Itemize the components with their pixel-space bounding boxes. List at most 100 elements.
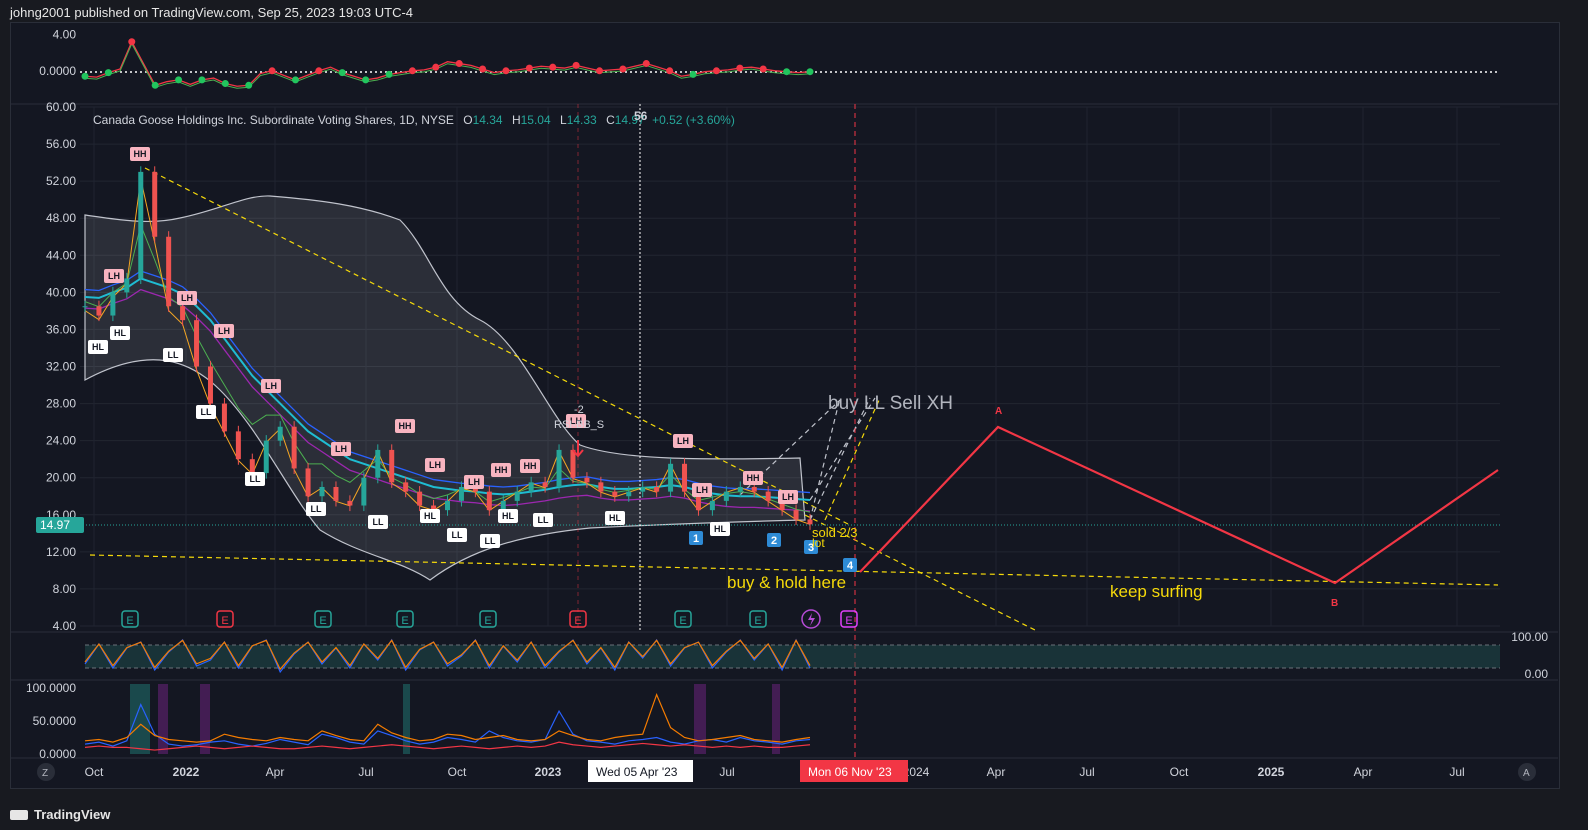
price-tick: 28.00 bbox=[46, 397, 76, 411]
candle-body bbox=[194, 320, 200, 367]
pivot-label: LL bbox=[168, 350, 179, 360]
pivot-badge bbox=[196, 405, 216, 419]
osc-dot bbox=[619, 65, 627, 73]
price-tick: 12.00 bbox=[46, 545, 76, 559]
osc-dot bbox=[151, 81, 159, 89]
stoch-tick: 100.00 bbox=[1511, 630, 1548, 644]
footer-brand: TradingView bbox=[10, 807, 110, 822]
pivot-label: LH bbox=[782, 492, 794, 502]
pivot-label: HL bbox=[714, 524, 726, 534]
price-tick: 60.00 bbox=[46, 100, 76, 114]
lot-note: lot bbox=[812, 536, 825, 550]
candle-body bbox=[417, 491, 423, 506]
candle-body bbox=[584, 477, 590, 483]
adx-shade bbox=[694, 684, 706, 754]
earnings-letter: E bbox=[845, 615, 852, 627]
pivot-badge bbox=[214, 324, 234, 338]
candle-body bbox=[765, 491, 771, 501]
osc-dot bbox=[315, 67, 323, 75]
time-tick: Apr bbox=[987, 765, 1006, 779]
earnings-badge bbox=[314, 610, 332, 628]
candle-body bbox=[654, 486, 660, 492]
osc-dot bbox=[175, 76, 183, 84]
osc-dot bbox=[736, 64, 744, 72]
pivot-label: HL bbox=[92, 342, 104, 352]
earnings-letter: E bbox=[221, 615, 228, 627]
adx-shade bbox=[158, 684, 168, 754]
earnings-badge bbox=[840, 610, 858, 628]
pivot-badge bbox=[533, 513, 553, 527]
price-tick: 44.00 bbox=[46, 248, 76, 262]
osc-dot bbox=[385, 70, 393, 78]
price-tick: 56.00 bbox=[46, 137, 76, 151]
osc-dot bbox=[455, 60, 463, 68]
pivot-badge bbox=[425, 458, 445, 472]
pivot-label: HL bbox=[114, 328, 126, 338]
price-tick: 20.00 bbox=[46, 471, 76, 485]
osc-dot bbox=[689, 70, 697, 78]
auto-scale-button[interactable] bbox=[1518, 763, 1536, 781]
adx-line bbox=[84, 702, 811, 747]
marker-date-tag bbox=[800, 760, 908, 782]
candle-body bbox=[263, 440, 269, 474]
pivot-label: LL bbox=[452, 530, 463, 540]
price-tick: 52.00 bbox=[46, 174, 76, 188]
price-tick: 40.00 bbox=[46, 285, 76, 299]
osc-tick: 0.0000 bbox=[39, 64, 76, 78]
sold-note: sold 2/3 bbox=[812, 525, 858, 540]
pivot-label: LL bbox=[311, 504, 322, 514]
candle-body bbox=[458, 486, 464, 501]
pivot-badge bbox=[605, 511, 625, 525]
pivot-label: LL bbox=[201, 407, 212, 417]
osc-dot bbox=[362, 76, 370, 84]
candle-body bbox=[124, 278, 130, 293]
candle-body bbox=[347, 500, 353, 506]
pivot-badge bbox=[447, 528, 467, 542]
time-tick: Apr bbox=[266, 765, 285, 779]
pivot-badge bbox=[480, 534, 500, 548]
candle-body bbox=[235, 431, 241, 460]
time-tick: Jul bbox=[358, 765, 373, 779]
pivot-badge bbox=[743, 471, 763, 485]
pivot-badge bbox=[566, 414, 586, 428]
candle-body bbox=[389, 449, 395, 483]
adx-line bbox=[84, 741, 811, 751]
osc-dot bbox=[432, 63, 440, 71]
pivot-badge bbox=[177, 291, 197, 305]
pivot-badge bbox=[306, 502, 326, 516]
osc-dot bbox=[81, 72, 89, 80]
adx-tick: 100.0000 bbox=[26, 681, 76, 695]
wave-number-badge bbox=[843, 558, 857, 572]
crosshair-date-tag bbox=[588, 760, 693, 782]
pivot-badge bbox=[692, 483, 712, 497]
current-price-value: 14.97 bbox=[40, 518, 70, 532]
osc-dot bbox=[198, 76, 206, 84]
candle-body bbox=[375, 449, 381, 478]
osc-dot bbox=[759, 65, 767, 73]
time-tick: 2022 bbox=[173, 765, 200, 779]
candle-body bbox=[333, 486, 339, 501]
time-tick: Jul bbox=[719, 765, 734, 779]
pivot-label: HL bbox=[424, 511, 436, 521]
pivot-label: LH bbox=[108, 271, 120, 281]
signal-label: RSI-BB_S bbox=[554, 419, 604, 431]
candle-body bbox=[500, 500, 506, 511]
wave-number: 1 bbox=[693, 533, 699, 545]
brand-text: TradingView bbox=[34, 807, 111, 822]
earnings-letter: E bbox=[126, 615, 133, 627]
earnings-badge bbox=[569, 610, 587, 628]
time-tick: Jul bbox=[1079, 765, 1094, 779]
candle-body bbox=[166, 236, 172, 307]
oscillator-pane bbox=[84, 40, 811, 89]
pane-separators bbox=[10, 103, 1558, 759]
stoch-tick: 0.00 bbox=[1525, 667, 1549, 681]
price-tick: 48.00 bbox=[46, 211, 76, 225]
candle-body bbox=[403, 482, 409, 492]
wave-label-a: A bbox=[995, 406, 1002, 417]
zoom-button[interactable] bbox=[37, 763, 55, 781]
time-tick: Jul bbox=[1449, 765, 1464, 779]
pivot-label: LL bbox=[485, 536, 496, 546]
